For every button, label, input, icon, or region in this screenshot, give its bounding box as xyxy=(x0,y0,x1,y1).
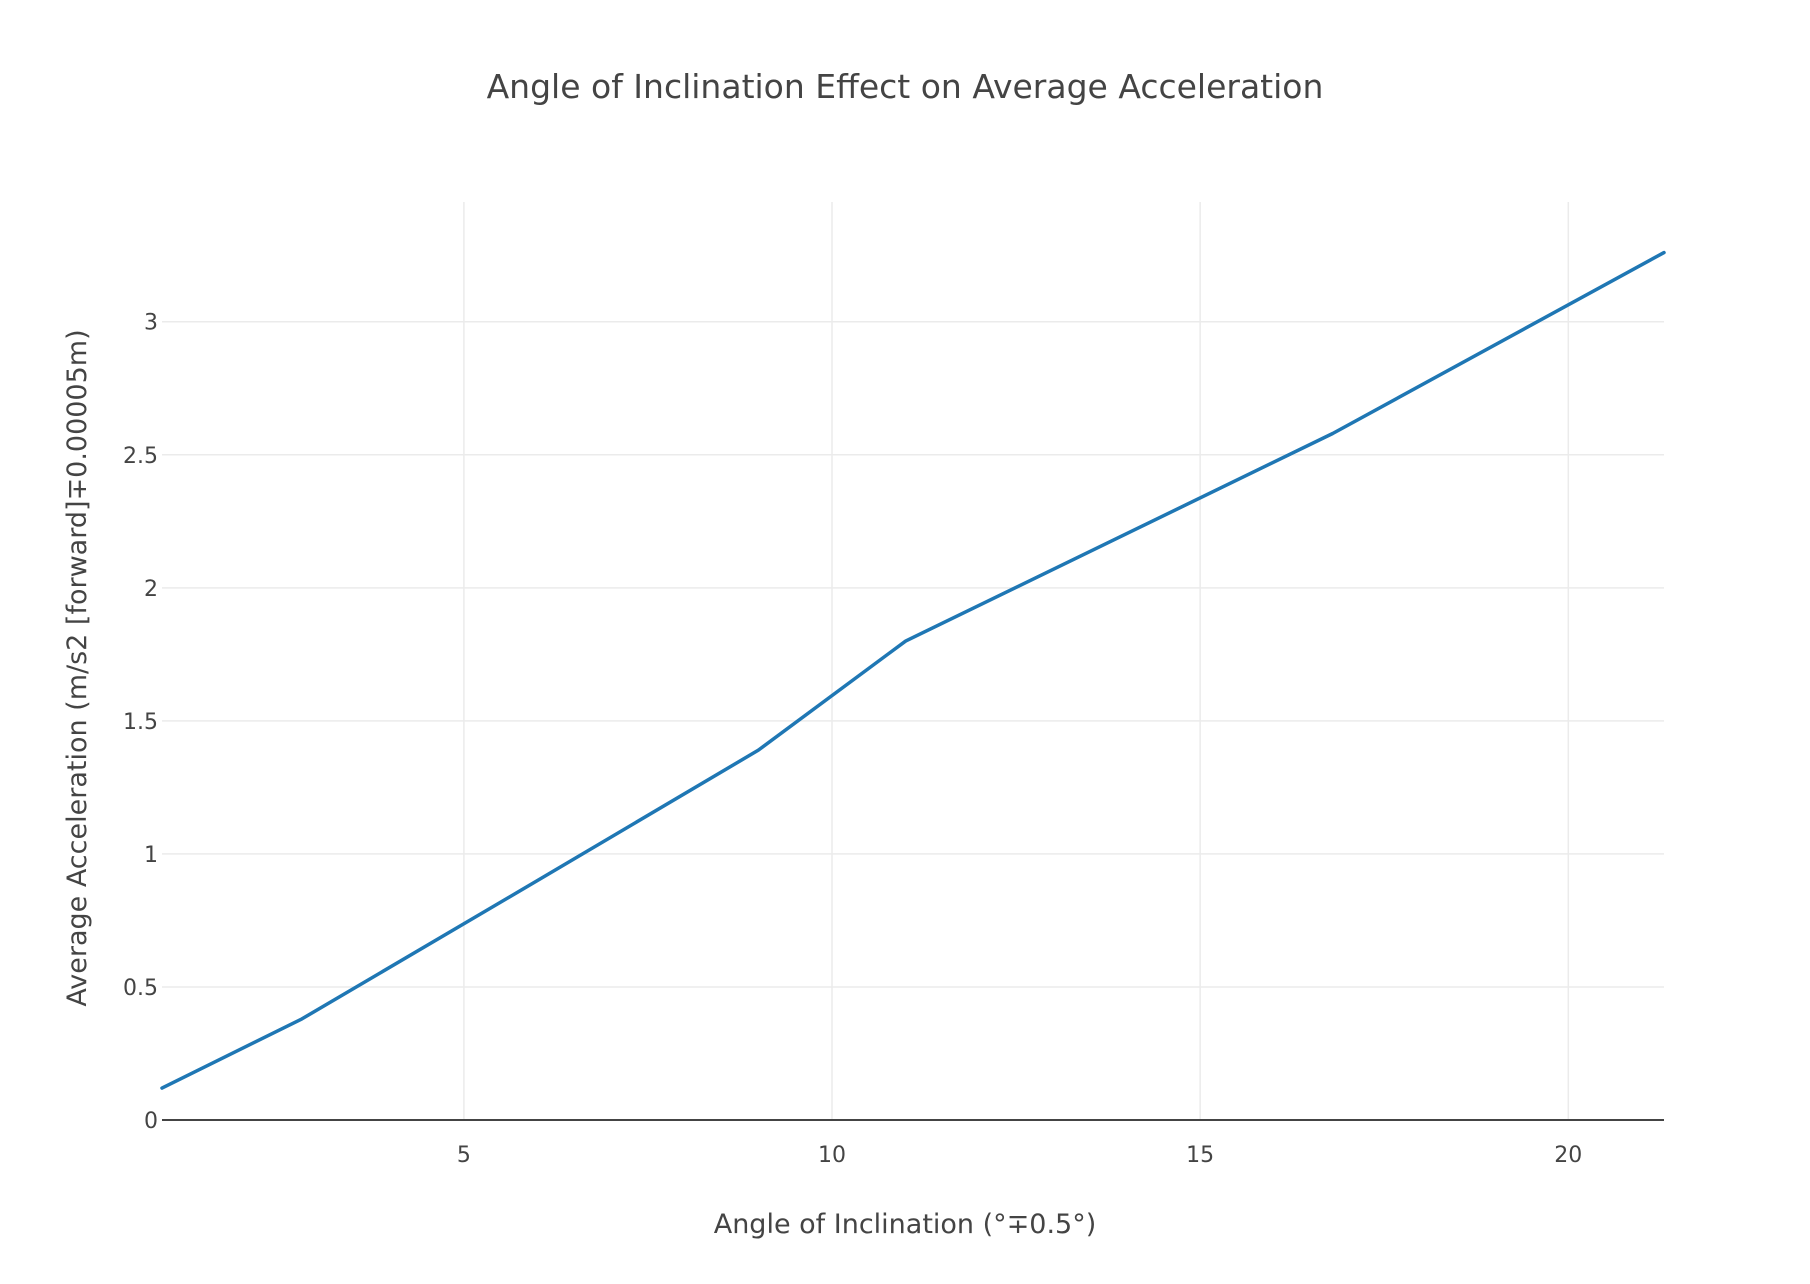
y-tick-label: 0 xyxy=(144,1109,158,1134)
x-tick-label: 5 xyxy=(457,1143,471,1168)
y-tick-label: 3 xyxy=(144,311,158,336)
y-tick-label: 2.5 xyxy=(123,444,158,469)
y-tick-label: 1.5 xyxy=(123,710,158,735)
x-tick-label: 20 xyxy=(1554,1143,1582,1168)
series-line xyxy=(160,250,1666,1090)
x-axis-title: Angle of Inclination (°∓0.5°) xyxy=(714,1209,1097,1240)
y-tick-label: 1 xyxy=(144,843,158,868)
grid xyxy=(162,202,1664,1120)
y-axis-title: Average Acceleration (m/s2 [forward]∓0.0… xyxy=(62,329,93,1006)
x-tick-label: 10 xyxy=(818,1143,846,1168)
series-layer xyxy=(160,250,1666,1090)
y-tick-label: 2 xyxy=(144,577,158,602)
x-tick-label: 15 xyxy=(1186,1143,1214,1168)
y-tick-label: 0.5 xyxy=(123,976,158,1001)
tick-labels: 5 10 15 20 0 0.5 1 1.5 2 2.5 3 xyxy=(123,311,1582,1168)
chart-title: Angle of Inclination Effect on Average A… xyxy=(487,67,1324,106)
